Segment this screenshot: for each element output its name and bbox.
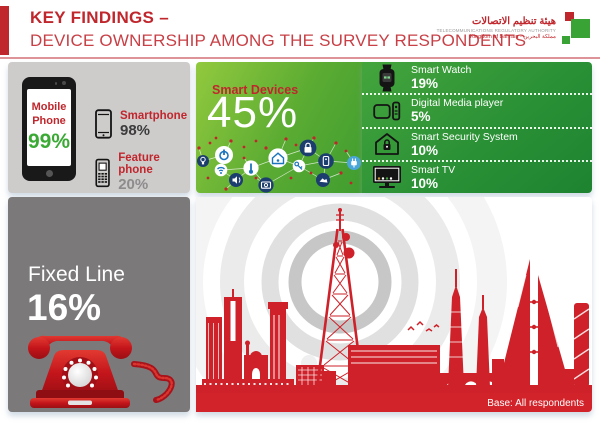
smart-devices-label: Smart Devices <box>212 83 299 97</box>
page-subtitle: DEVICE OWNERSHIP AMONG THE SURVEY RESPON… <box>30 31 527 50</box>
tra-logo-text: هيئة تنظيم الاتصالات TELECOMMUNICATIONS … <box>437 16 556 41</box>
header-accent-bar <box>0 6 9 55</box>
device-list-panel: Smart Watch 19% Digital Media player 5% <box>362 62 592 193</box>
remote-icon <box>318 153 334 169</box>
power-icon <box>215 146 233 164</box>
tra-logo-tagline: Kingdom of Bahrain - مملكة البحرين <box>470 33 556 40</box>
smart-tv-icon <box>373 166 401 189</box>
tra-logo-mark-icon <box>562 12 590 44</box>
device-value: 5% <box>411 109 431 125</box>
fixed-line-label: Fixed Line <box>28 263 125 286</box>
page-title: KEY FINDINGS – <box>30 8 169 27</box>
camera2-icon <box>316 173 330 187</box>
phone-home-button <box>45 170 53 177</box>
lock-icon <box>299 139 317 157</box>
skyline-panel: Base: All respondents <box>196 197 592 412</box>
device-label: Digital Media player <box>411 97 504 110</box>
tra-logo: هيئة تنظيم الاتصالات TELECOMMUNICATIONS … <box>437 12 590 44</box>
tower-antennas <box>333 208 355 259</box>
fixed-line-value: 16% <box>27 287 102 328</box>
device-row-smart-watch: Smart Watch 19% <box>362 62 592 96</box>
device-label: Smart Watch <box>411 64 472 77</box>
speaker-icon <box>229 173 243 187</box>
rotary-phone-illustration <box>28 335 175 408</box>
smart-watch-icon <box>379 64 395 92</box>
feature-phone-value: 20% <box>118 176 149 193</box>
mobile-phone-panel: Mobile Phone 99% Smartphone 98% <box>8 62 190 193</box>
feature-phone-stat: Feature phone 20% <box>94 152 190 193</box>
device-row-smart-tv: Smart TV 10% <box>362 162 592 193</box>
feature-phone-label: Feature phone <box>118 152 160 176</box>
mobile-phone-illustration: Mobile Phone 99% <box>22 77 76 181</box>
plug-icon <box>347 156 361 170</box>
smart-security-system-icon <box>375 133 399 156</box>
smartphone-stat: Smartphone 98% <box>94 109 187 139</box>
smart-home-icon <box>268 148 288 168</box>
key-icon <box>292 159 306 173</box>
smartphone-label: Smartphone <box>120 109 188 122</box>
digital-media-player-icon <box>373 101 401 121</box>
fixed-line-panel: Fixed Line 16% <box>8 197 190 412</box>
smartphone-value: 98% <box>120 121 151 139</box>
mobile-phone-label: Mobile Phone <box>31 100 67 127</box>
city-silhouette-right <box>196 259 592 412</box>
smart-devices-value: 45% <box>207 88 299 137</box>
bulb-icon <box>197 155 209 167</box>
phone-speaker-dot <box>54 82 57 85</box>
mobile-phone-value: 99% <box>27 130 71 154</box>
tra-logo-arabic-name: هيئة تنظيم الاتصالات <box>471 15 556 27</box>
camera-icon <box>258 177 274 193</box>
device-value: 10% <box>411 175 439 191</box>
header-divider <box>0 57 600 59</box>
smartphone-icon <box>95 109 112 139</box>
phone-camera-dot <box>62 81 66 85</box>
device-row-smart-security-system: Smart Security System 10% <box>362 129 592 162</box>
bahrain-skyline-illustration: Base: All respondents <box>196 197 592 412</box>
device-label: Smart TV <box>411 163 456 176</box>
iot-network-illustration <box>197 136 361 193</box>
device-label: Smart Security System <box>411 130 518 143</box>
wifi-icon <box>214 163 228 177</box>
feature-phone-icon <box>95 158 110 187</box>
smart-devices-panel: Smart Devices 45% <box>196 62 362 193</box>
mobile-phone-screen: Mobile Phone 99% <box>27 89 71 166</box>
tra-logo-english-name: TELECOMMUNICATIONS REGULATORY AUTHORITY <box>436 28 556 33</box>
device-value: 19% <box>411 76 439 92</box>
device-row-digital-media-player: Digital Media player 5% <box>362 95 592 129</box>
device-value: 10% <box>411 142 439 158</box>
base-note: Base: All respondents <box>487 398 584 409</box>
thermometer-icon <box>243 160 259 176</box>
